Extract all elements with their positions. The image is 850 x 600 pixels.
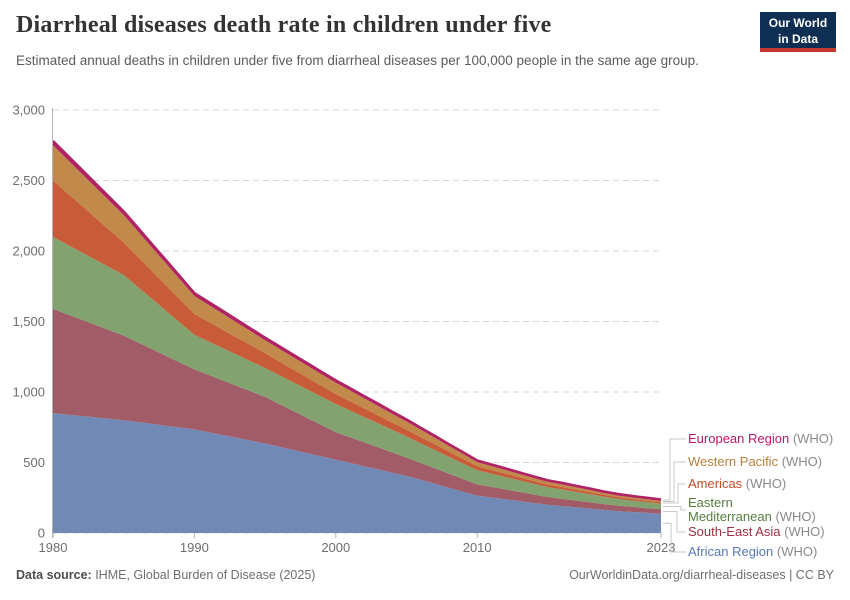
legend-suffix: (WHO) <box>773 544 818 559</box>
y-axis-tick-label: 500 <box>23 455 45 470</box>
legend-connector-european-region <box>663 438 686 501</box>
x-axis-tick-label: 2023 <box>647 540 676 555</box>
legend-label: African Region <box>688 544 774 559</box>
legend-item-european-region[interactable]: European Region (WHO) <box>688 432 833 446</box>
legend-connector-south-east-asia <box>663 511 686 533</box>
legend-suffix: (WHO) <box>780 524 825 539</box>
legend-connector-western-pacific <box>663 461 686 502</box>
area-african-region[interactable] <box>53 413 661 533</box>
legend-label: Eastern Mediterranean <box>688 495 772 524</box>
legend-label: South-East Asia <box>688 524 781 539</box>
legend-item-african-region[interactable]: African Region (WHO) <box>688 545 817 559</box>
data-source-value: IHME, Global Burden of Disease (2025) <box>91 568 316 582</box>
x-axis-tick-label: 1980 <box>39 540 68 555</box>
legend-connector-americas <box>663 483 686 504</box>
y-axis-tick-label: 1,500 <box>12 314 45 329</box>
legend-connector-eastern-mediterranean <box>663 506 686 511</box>
owid-logo[interactable]: Our World in Data <box>760 12 836 52</box>
chart-subtitle: Estimated annual deaths in children unde… <box>16 53 699 68</box>
owid-logo-line2: in Data <box>777 31 818 46</box>
area-south-east-asia[interactable] <box>53 308 661 514</box>
legend-connector-african-region <box>663 522 686 553</box>
owid-logo-red-bar <box>760 48 836 52</box>
y-axis-tick-label: 3,000 <box>12 103 45 118</box>
line-european-region <box>52 140 662 501</box>
legend-item-western-pacific[interactable]: Western Pacific (WHO) <box>688 455 822 469</box>
legend-label: Americas <box>688 476 743 491</box>
y-axis-tick-label: 0 <box>38 526 45 541</box>
x-axis-tick-label: 2010 <box>463 540 492 555</box>
legend-item-eastern-mediterranean[interactable]: Eastern Mediterranean (WHO) <box>688 496 816 523</box>
footer-link[interactable]: OurWorldinData.org/diarrheal-diseases | … <box>569 568 834 582</box>
legend-item-americas[interactable]: Americas (WHO) <box>688 477 786 491</box>
legend-suffix: (WHO) <box>789 431 834 446</box>
x-axis-tick-label: 2000 <box>321 540 350 555</box>
legend-item-south-east-asia[interactable]: South-East Asia (WHO) <box>688 525 825 539</box>
y-axis-tick-label: 1,000 <box>12 385 45 400</box>
data-source-label: Data source: <box>16 568 92 582</box>
legend-label: European Region <box>688 431 790 446</box>
y-axis-tick-label: 2,000 <box>12 244 45 259</box>
data-source: Data source: IHME, Global Burden of Dise… <box>16 568 315 582</box>
legend-suffix: (WHO) <box>771 508 816 524</box>
x-axis-tick-label: 1990 <box>180 540 209 555</box>
chart-title: Diarrheal diseases death rate in childre… <box>16 12 552 38</box>
y-axis-tick-label: 2,500 <box>12 173 45 188</box>
legend-label: Western Pacific <box>688 454 779 469</box>
legend-suffix: (WHO) <box>742 476 787 491</box>
owid-logo-line1: Our World <box>768 16 828 30</box>
legend-suffix: (WHO) <box>778 454 823 469</box>
chart-legend: European Region (WHO) Western Pacific (WH… <box>688 0 846 600</box>
